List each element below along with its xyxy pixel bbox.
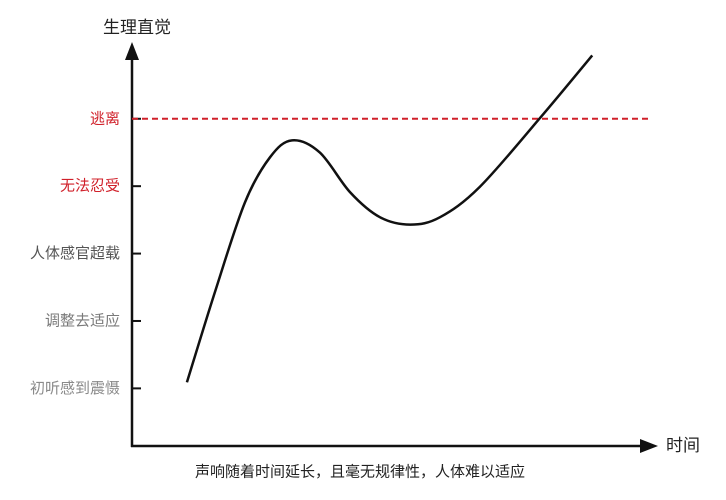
- y-tick-label: 调整去适应: [45, 311, 120, 329]
- y-axis-label: 生理直觉: [103, 18, 171, 38]
- y-arrow: [125, 42, 139, 60]
- x-arrow: [640, 439, 658, 453]
- y-tick-label: 逃离: [90, 109, 120, 127]
- y-tick-label: 人体感官超载: [30, 244, 120, 262]
- x-axis-label: 时间: [666, 436, 700, 456]
- curve: [185, 54, 594, 383]
- caption: 声响随着时间延长，且毫无规律性，人体难以适应: [195, 463, 525, 481]
- y-tick-label: 无法忍受: [60, 177, 120, 195]
- y-tick-label: 初听感到震慑: [30, 379, 120, 397]
